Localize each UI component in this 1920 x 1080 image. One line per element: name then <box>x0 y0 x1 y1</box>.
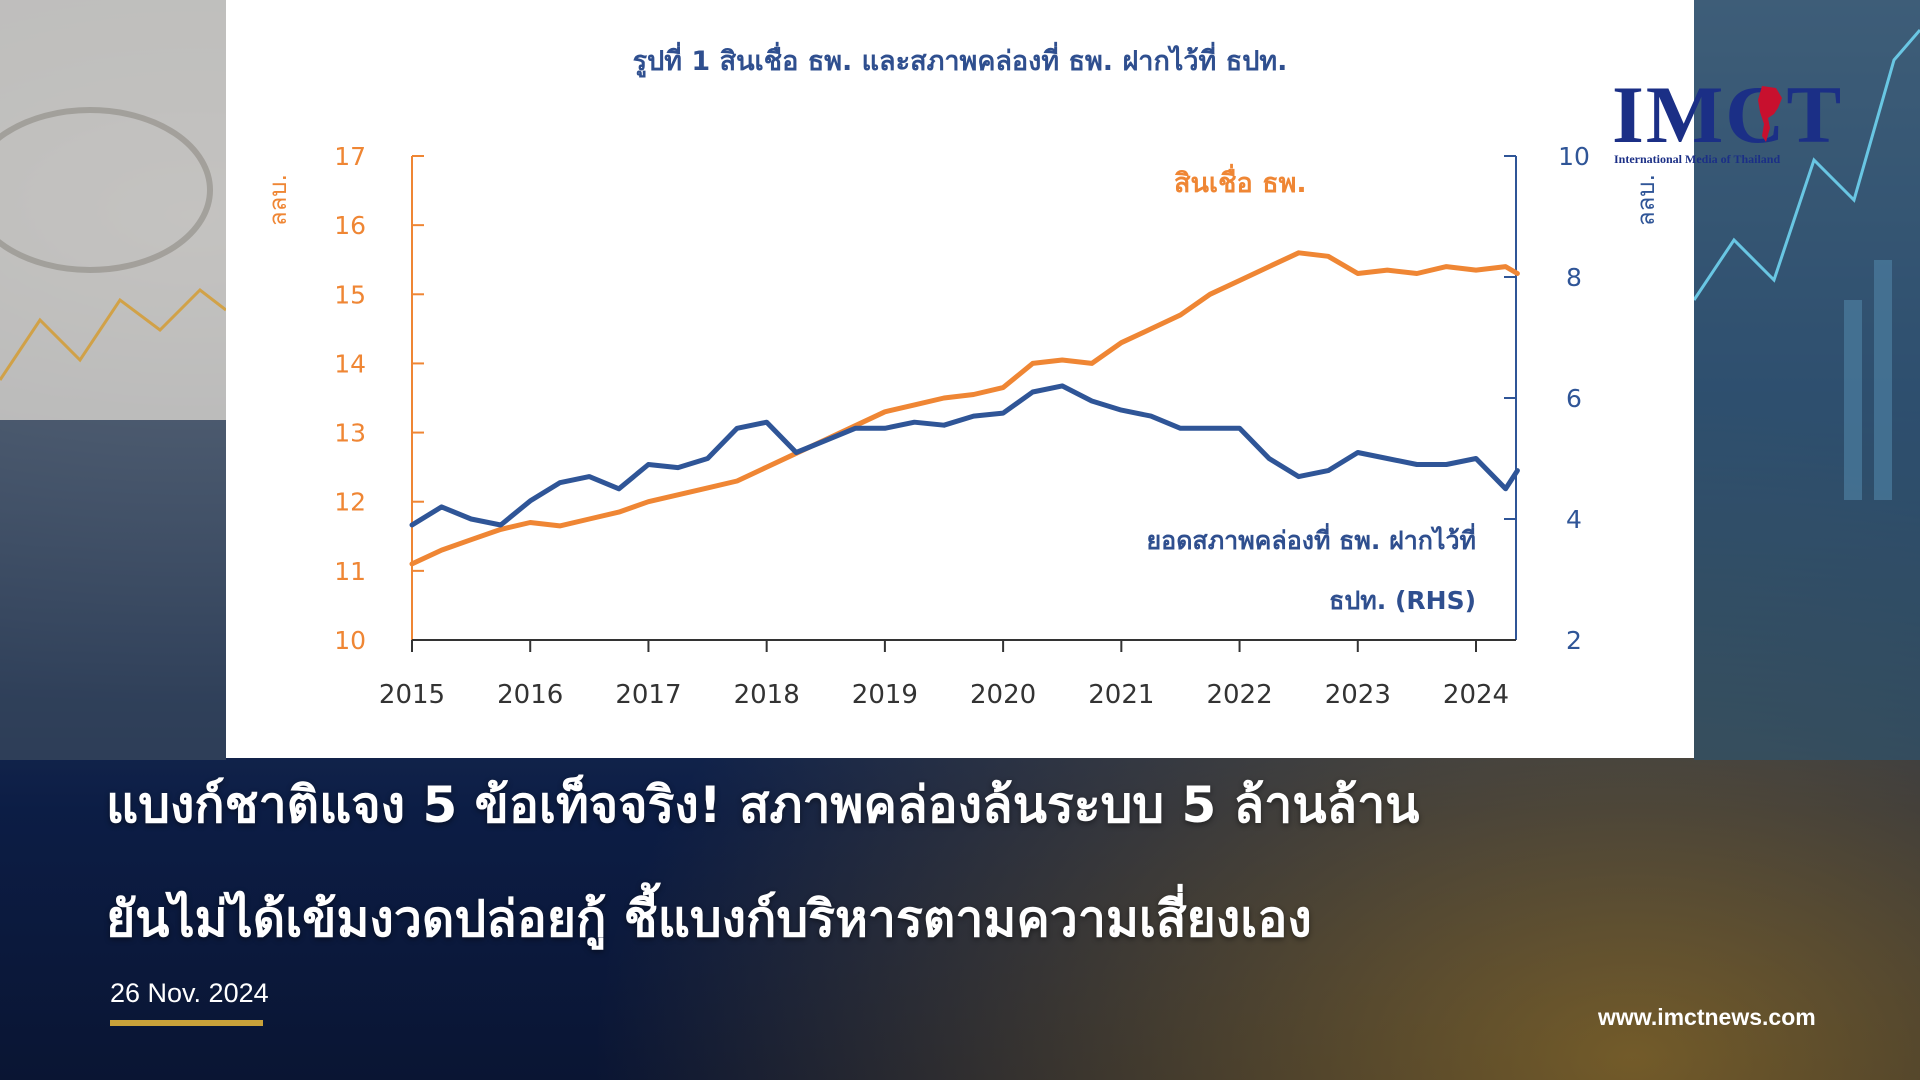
x-axis-tick-label: 2023 <box>1325 680 1391 710</box>
left-axis-tick-label: 15 <box>334 280 366 309</box>
liquidity-series-label-line2: ธปท. (RHS) <box>1329 586 1476 615</box>
x-axis-tick-label: 2024 <box>1443 680 1509 710</box>
left-axis-tick-label: 16 <box>334 211 366 240</box>
loans-series-label: สินเชื่อ ธพ. <box>1174 163 1307 199</box>
logo-text: IMCT <box>1612 69 1844 160</box>
x-axis-tick-label: 2021 <box>1088 680 1154 710</box>
left-axis-tick-label: 13 <box>334 419 366 448</box>
date-underline <box>110 1020 263 1026</box>
right-axis-tick-label: 4 <box>1566 505 1582 534</box>
left-axis-tick-label: 17 <box>334 142 366 171</box>
left-axis-tick-label: 11 <box>334 557 366 586</box>
liquidity-series-label-line1: ยอดสภาพคล่องที่ ธพ. ฝากไว้ที่ <box>1147 523 1476 555</box>
x-axis-tick-label: 2020 <box>970 680 1036 710</box>
chart-title: รูปที่ 1 สินเชื่อ ธพ. และสภาพคล่องที่ ธพ… <box>633 41 1288 78</box>
x-axis-tick-label: 2018 <box>734 680 800 710</box>
x-axis-tick-label: 2022 <box>1206 680 1272 710</box>
background-stock-decoration <box>1694 0 1920 760</box>
right-axis-tick-label: 8 <box>1566 263 1582 292</box>
x-axis-tick-label: 2016 <box>497 680 563 710</box>
imct-logo: IMCT International Media of Thailand <box>1612 74 1858 170</box>
right-axis-label: ลลบ. <box>1632 174 1660 226</box>
liquidity-loans-chart: รูปที่ 1 สินเชื่อ ธพ. และสภาพคล่องที่ ธพ… <box>264 41 1660 710</box>
thailand-map-icon <box>1758 86 1782 142</box>
left-axis-tick-label: 12 <box>334 488 366 517</box>
x-axis-tick-label: 2017 <box>615 680 681 710</box>
x-axis-tick-label: 2015 <box>379 680 445 710</box>
left-axis-tick-label: 10 <box>334 626 366 655</box>
background-banknote-decoration <box>0 0 226 760</box>
right-axis-tick-label: 10 <box>1558 142 1590 171</box>
right-axis-tick-label: 6 <box>1566 384 1582 413</box>
headline-line-1: แบงก์ชาติแจง 5 ข้อเท็จจริง! สภาพคล่องล้น… <box>106 776 1420 834</box>
left-axis-label: ลลบ. <box>264 174 292 226</box>
chart-panel: รูปที่ 1 สินเชื่อ ธพ. และสภาพคล่องที่ ธพ… <box>226 0 1694 758</box>
publish-date: 26 Nov. 2024 <box>110 978 269 1008</box>
headline: แบงก์ชาติแจง 5 ข้อเท็จจริง! สภาพคล่องล้น… <box>106 748 1866 976</box>
axes: 10 11 12 13 14 15 16 17 2 4 6 8 10 2015 2016 2017 2018 20… <box>334 142 1590 710</box>
loans-series-line <box>409 250 1520 567</box>
series-lines <box>409 250 1520 567</box>
headline-line-2: ยันไม่ได้เข้มงวดปล่อยกู้ ชี้แบงก์บริหารต… <box>106 890 1312 948</box>
right-axis-tick-label: 2 <box>1566 626 1582 655</box>
logo-subtitle: International Media of Thailand <box>1614 152 1781 166</box>
website-url: www.imctnews.com <box>1598 1004 1816 1030</box>
x-axis-tick-label: 2019 <box>852 680 918 710</box>
liquidity-series-line <box>409 383 1520 528</box>
left-axis-tick-label: 14 <box>334 349 366 378</box>
